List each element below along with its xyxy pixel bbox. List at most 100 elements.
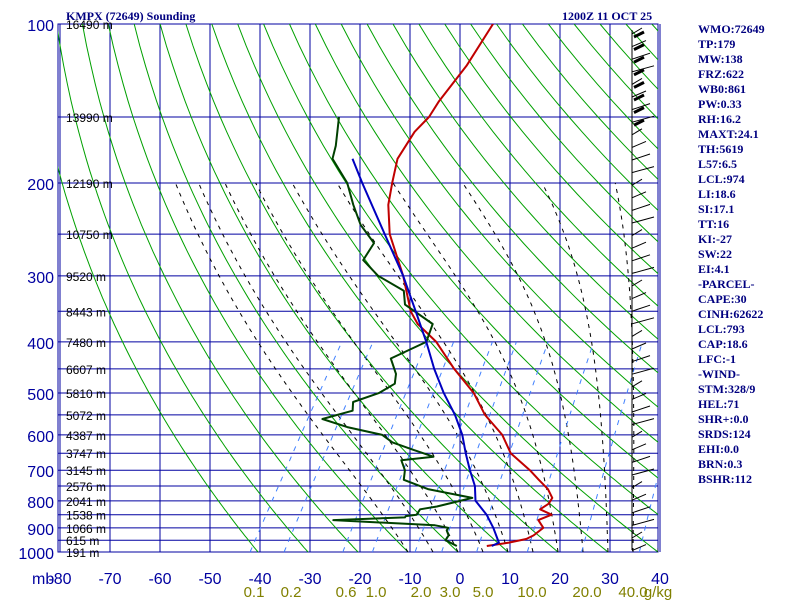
index-line: -WIND- — [698, 367, 740, 381]
index-line: FRZ:622 — [698, 67, 744, 81]
index-line: STM:328/9 — [698, 382, 756, 396]
dry-adiabat — [237, 24, 658, 553]
height-label: 5072 m — [66, 409, 106, 423]
wind-barb — [631, 153, 651, 161]
temperature-tick-label: 0 — [456, 571, 465, 588]
dry-adiabat — [159, 24, 509, 553]
dry-adiabat — [263, 24, 658, 516]
moist-adiabat — [336, 182, 534, 553]
height-label: 1538 m — [66, 509, 106, 523]
index-line: WB0:861 — [698, 82, 746, 96]
index-line: WMO:72649 — [698, 22, 765, 36]
wind-barb — [631, 304, 651, 312]
index-line: MAXT:24.1 — [698, 127, 759, 141]
mixing-ratio-line — [414, 341, 493, 553]
height-label: 2041 m — [66, 495, 106, 509]
mixing-ratio-label: 2.0 — [411, 584, 432, 600]
wind-barb — [631, 140, 647, 148]
dry-adiabat — [418, 24, 658, 307]
mixing-ratio-line — [342, 341, 428, 553]
wind-barb — [631, 455, 651, 463]
temperature-tick-label: -60 — [148, 571, 171, 588]
wind-barb — [631, 392, 647, 400]
index-line: EHI:0.0 — [698, 442, 740, 456]
dry-adiabat — [58, 30, 309, 553]
wind-barb — [631, 178, 643, 186]
wind-barb — [633, 43, 645, 51]
temperature-tick-label: 40 — [651, 571, 669, 588]
index-line: L57:6.5 — [698, 157, 737, 171]
moist-adiabat — [174, 182, 409, 553]
wind-barb — [631, 518, 655, 526]
mixing-ratio-line — [441, 341, 517, 553]
mixing-ratio-line — [526, 341, 595, 553]
wind-barb — [633, 106, 645, 114]
wind-barb — [631, 77, 643, 85]
index-line: LFC:-1 — [698, 352, 736, 366]
plot-frame — [57, 23, 659, 553]
dry-adiabat — [314, 24, 658, 443]
index-line: BRN:0.3 — [698, 457, 743, 471]
wind-barb — [633, 81, 645, 89]
index-line: SW:22 — [698, 247, 733, 261]
dry-adiabat — [340, 24, 658, 408]
pressure-tick-label: 400 — [27, 336, 54, 353]
wind-barb — [631, 506, 651, 514]
moist-adiabat — [614, 182, 635, 552]
dry-adiabat — [107, 24, 409, 553]
mixing-ratio-label: 0.6 — [336, 584, 357, 600]
wind-barb — [631, 367, 655, 375]
wind-barb — [631, 418, 655, 426]
wind-barb — [631, 103, 651, 111]
height-label: 2576 m — [66, 480, 106, 494]
station-title: KMPX (72649) Sounding — [66, 9, 196, 23]
mixing-ratio-line — [476, 341, 549, 553]
temperature-tick-label: -40 — [248, 571, 271, 588]
pressure-tick-label: 500 — [27, 387, 54, 404]
wind-barb — [631, 128, 643, 136]
moist-adiabat — [541, 182, 609, 553]
height-label: 1066 m — [66, 522, 106, 536]
pressure-temperature-grid — [57, 23, 661, 553]
index-line: PW:0.33 — [698, 97, 742, 111]
moist-adiabat — [462, 182, 584, 553]
wind-barb — [633, 68, 645, 77]
wind-barb — [631, 90, 647, 98]
wind-barb — [631, 266, 655, 274]
wind-barb — [631, 405, 651, 413]
mixing-ratio-label: 3.0 — [440, 584, 461, 600]
pressure-tick-label: 900 — [27, 522, 54, 539]
wind-barbs — [631, 27, 655, 552]
wind-barb — [633, 55, 645, 64]
pressure-tick-label: 700 — [27, 464, 54, 481]
wind-barb — [633, 93, 645, 102]
index-line: TP:179 — [698, 37, 736, 51]
mixing-ratio-label: 0.2 — [281, 584, 302, 600]
height-label: 191 m — [66, 546, 99, 560]
pressure-tick-label: 1000 — [18, 546, 54, 563]
pressure-axis-label: mb — [32, 571, 54, 588]
dry-adiabat — [366, 24, 658, 374]
moist-adiabat — [392, 182, 559, 553]
wind-barb — [631, 430, 643, 438]
wind-barb — [631, 216, 655, 224]
height-label: 13990 m — [66, 111, 113, 125]
index-line: RH:16.2 — [698, 112, 741, 126]
temperature-tick-label: 20 — [551, 571, 569, 588]
wind-barb — [631, 27, 643, 35]
wind-barb — [631, 380, 643, 388]
wind-barb — [631, 544, 647, 552]
mixing-ratio-line — [249, 341, 343, 553]
wind-barb — [631, 317, 655, 325]
wind-barb — [631, 229, 643, 237]
wind-barb — [631, 481, 643, 489]
pressure-tick-label: 300 — [27, 270, 54, 287]
temperature-tick-label: 30 — [601, 571, 619, 588]
wind-barb — [631, 279, 643, 287]
index-line: CINH:62622 — [698, 307, 764, 321]
wind-barb — [631, 241, 647, 249]
height-label: 10750 m — [66, 228, 113, 242]
height-label: 8443 m — [66, 305, 106, 319]
height-label: 6607 m — [66, 363, 106, 377]
